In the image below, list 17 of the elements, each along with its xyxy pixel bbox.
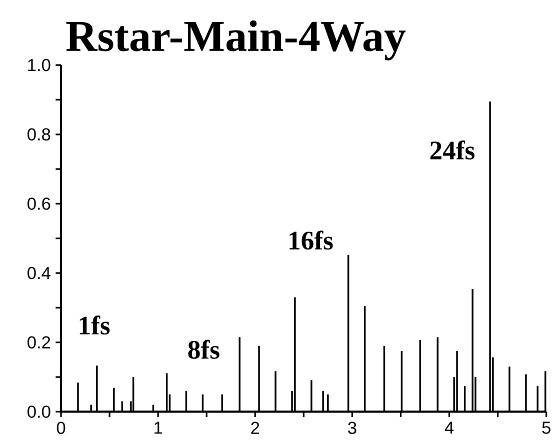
x-tick-label: 5	[542, 422, 550, 434]
annotation: 8fs	[188, 340, 220, 359]
x-tick-label: 4	[444, 422, 454, 434]
x-tick-label: 3	[348, 422, 356, 434]
y-tick-label: 0.0	[28, 406, 50, 418]
annotation: 16fs	[290, 230, 333, 250]
x-tick-label: 0	[56, 422, 66, 434]
y-tick-label: 0.2	[28, 336, 50, 349]
x-tick-label: 1	[154, 422, 162, 434]
y-tick-label: 0.8	[28, 128, 50, 141]
y-tick-label: 0.6	[28, 198, 50, 210]
annotation: 24fs	[430, 140, 474, 160]
chart-title: Rstar-Main-4Way	[66, 20, 406, 60]
y-tick-label: 1.0	[28, 58, 50, 72]
y-tick-label: 0.4	[28, 266, 50, 280]
x-tick-label: 2	[251, 422, 260, 434]
annotation: 1fs	[80, 316, 110, 335]
